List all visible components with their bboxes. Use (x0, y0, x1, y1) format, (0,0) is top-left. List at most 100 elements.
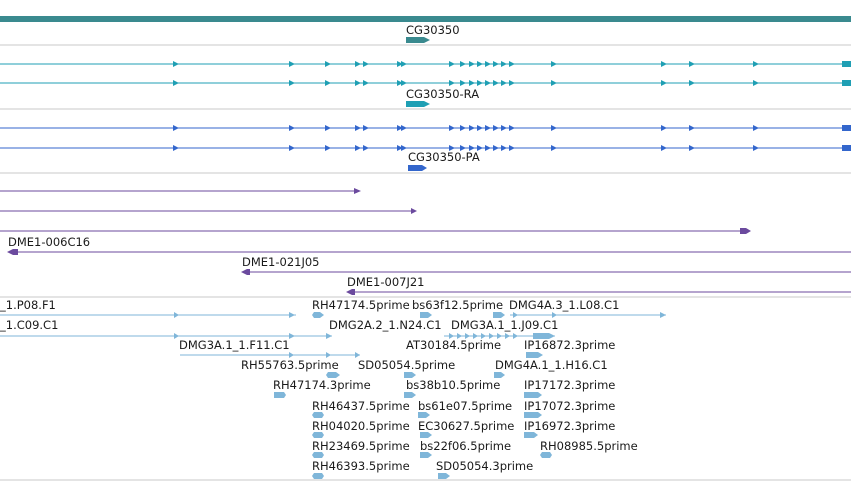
transcript-glyph[interactable] (408, 165, 427, 171)
est-label[interactable]: DMG3A.1_1.F11.C1 (179, 338, 290, 352)
est-label[interactable]: AT30184.5prime (406, 338, 501, 352)
exon-chevron (469, 61, 475, 67)
est-label[interactable]: RH47174.5prime (312, 298, 410, 312)
est-label[interactable]: DMG3A.1_1.J09.C1 (451, 318, 558, 332)
gene-model-row-1[interactable] (0, 61, 851, 67)
est-feature-connector[interactable] (0, 312, 296, 318)
exon-chevron (355, 80, 361, 86)
exon-chevron (689, 61, 695, 67)
est-feature-connector[interactable] (0, 333, 296, 339)
clone-label[interactable]: DME1-007J21 (347, 275, 425, 289)
est-label[interactable]: RH47174.3prime (273, 378, 371, 392)
est-label[interactable]: bs61e07.5prime (418, 399, 512, 413)
gene-glyph[interactable] (406, 37, 430, 43)
exon-chevron (753, 125, 759, 131)
est-label[interactable]: RH46437.5prime (312, 399, 410, 413)
clone-arrow-right (354, 188, 361, 194)
est-label[interactable]: DMG4A.3_1.L08.C1 (509, 298, 619, 312)
est-label[interactable]: bs63f12.5prime (412, 298, 503, 312)
exon-block (842, 80, 851, 86)
exon-chevron (325, 125, 331, 131)
exon-chevron (689, 80, 695, 86)
clone-feature-dme1-006c16[interactable]: DME1-006C16 (7, 235, 851, 255)
exon-chevron (460, 145, 466, 151)
gene-label[interactable]: CG30350 (406, 23, 460, 37)
gene-model-track: CG30350-RA (0, 61, 851, 110)
est-label[interactable]: IP16872.3prime (524, 338, 615, 352)
transcript-label[interactable]: CG30350-PA (408, 150, 480, 164)
exon-chevron (397, 80, 403, 86)
clone-track: DME1-006C16 DME1-021J05 DME1-007J21 (0, 188, 851, 298)
est-label[interactable]: RH04020.5prime (312, 419, 410, 433)
clone-feature[interactable] (0, 188, 361, 194)
exon-chevron (689, 125, 695, 131)
exon-chevron (355, 145, 361, 151)
exon-chevron (173, 61, 179, 67)
exon-chevron (355, 61, 361, 67)
est-label[interactable]: SD05054.5prime (358, 358, 455, 372)
exon-chevron (493, 125, 499, 131)
exon-chevron (325, 61, 331, 67)
exon-chevron (173, 125, 179, 131)
clone-arrow-right (411, 208, 417, 214)
est-label[interactable]: bs38b10.5prime (406, 378, 500, 392)
clone-label[interactable]: DME1-006C16 (8, 235, 90, 249)
est-label[interactable]: IP17072.3prime (524, 399, 615, 413)
exon-chevron (689, 145, 695, 151)
exon-chevron (661, 125, 667, 131)
exon-chevron (501, 145, 507, 151)
est-label[interactable]: IP17172.3prime (524, 378, 615, 392)
exon-chevron (289, 80, 295, 86)
est-label[interactable]: _1.P08.F1 (0, 298, 56, 312)
est-glyphs[interactable] (274, 312, 552, 479)
est-track: _1.P08.F1 _1.C09.C1 RH47174.5prime bs63f… (0, 298, 851, 481)
est-label[interactable]: RH55763.5prime (241, 358, 339, 372)
exon-chevron (509, 145, 515, 151)
gene-model-glyph[interactable] (406, 101, 430, 107)
exon-chevron (551, 145, 557, 151)
gene-span-bar[interactable] (0, 16, 851, 22)
exon-chevron (469, 145, 475, 151)
clone-feature-dme1-007j21[interactable]: DME1-007J21 (346, 275, 851, 295)
est-label[interactable]: DMG4A.1_1.H16.C1 (495, 358, 608, 372)
exon-chevron (401, 61, 407, 67)
exon-chevron (493, 145, 499, 151)
exon-chevron (460, 125, 466, 131)
est-label[interactable]: _1.C09.C1 (0, 318, 58, 332)
exon-chevron (449, 80, 455, 86)
gene-model-row-2[interactable] (0, 80, 851, 86)
est-feature-connector[interactable] (510, 312, 666, 318)
exon-chevron (661, 80, 667, 86)
est-label[interactable]: EC30627.5prime (418, 419, 514, 433)
gene-model-label[interactable]: CG30350-RA (406, 87, 479, 101)
exon-chevron (449, 145, 455, 151)
exon-chevron (469, 125, 475, 131)
est-label[interactable]: IP16972.3prime (524, 419, 615, 433)
exon-chevron (753, 61, 759, 67)
exon-chevron (325, 145, 331, 151)
est-label[interactable]: RH08985.5prime (540, 439, 638, 453)
est-feature-connector[interactable] (296, 333, 332, 339)
est-feature-connector[interactable] (180, 352, 360, 358)
est-label[interactable]: bs22f06.5prime (420, 439, 511, 453)
est-label[interactable]: RH46393.5prime (312, 459, 410, 473)
clone-arrow-left (346, 289, 355, 295)
est-label[interactable]: SD05054.3prime (436, 459, 533, 473)
est-label[interactable]: DMG2A.2_1.N24.C1 (329, 318, 442, 332)
est-label[interactable]: RH23469.5prime (312, 439, 410, 453)
exon-chevron (477, 145, 483, 151)
exon-chevron (173, 80, 179, 86)
transcript-row-1[interactable] (0, 125, 851, 131)
exon-block (842, 125, 851, 131)
transcript-row-2[interactable] (0, 145, 851, 151)
exon-chevron (493, 80, 499, 86)
transcript-track: CG30350-PA (0, 125, 851, 174)
clone-feature[interactable] (0, 208, 417, 214)
est-feature-connector[interactable] (444, 333, 555, 339)
exon-chevron (397, 61, 403, 67)
clone-label[interactable]: DME1-021J05 (242, 255, 320, 269)
clone-feature-dme1-021j05[interactable]: DME1-021J05 (241, 255, 851, 275)
clone-feature[interactable] (0, 228, 751, 234)
exon-chevron (397, 125, 403, 131)
